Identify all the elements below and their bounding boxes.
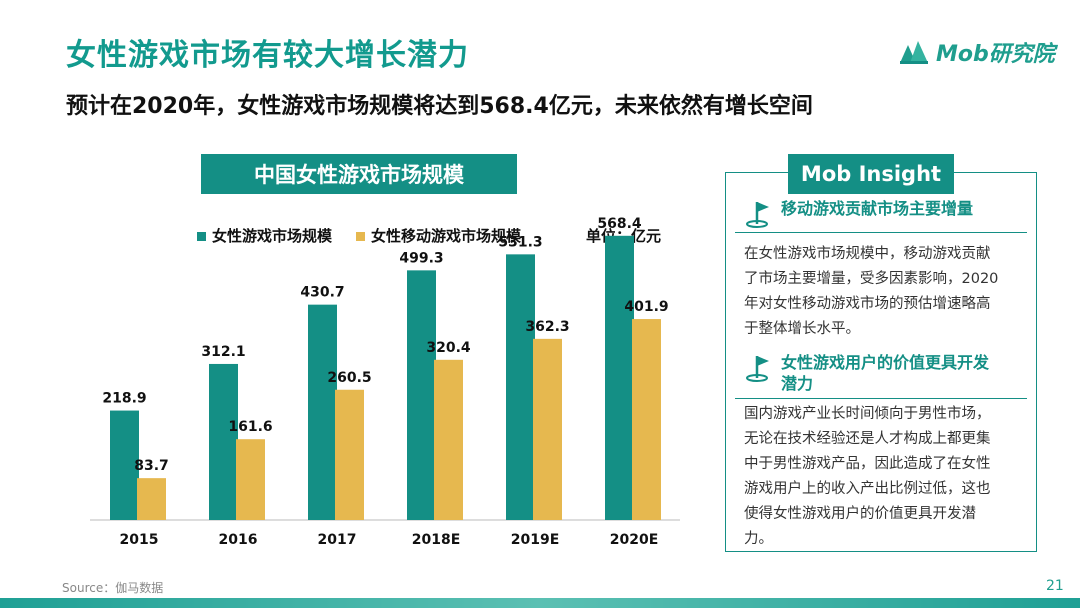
bar xyxy=(335,389,364,520)
data-label: 260.5 xyxy=(327,370,371,386)
bar xyxy=(137,478,166,520)
bottom-accent-bar xyxy=(0,598,1080,608)
legend-swatch xyxy=(197,232,206,241)
x-tick-label: 2017 xyxy=(318,532,357,548)
source-note: Source：伽马数据 xyxy=(62,581,164,595)
logo: Mob研究院 xyxy=(898,34,1055,70)
insight-section-1-body: 在女性游戏市场规模中，移动游戏贡献了市场主要增量，受多因素影响，2020年对女性… xyxy=(744,246,999,337)
data-label: 568.4 xyxy=(597,216,642,232)
x-tick-label: 2020E xyxy=(610,532,659,548)
bar xyxy=(533,338,562,520)
page-title: 女性游戏市场有较大增长潜力 xyxy=(66,38,469,73)
data-label: 401.9 xyxy=(624,299,668,315)
golf-flag-icon xyxy=(746,356,769,382)
insight-section-2-body: 国内游戏产业长时间倾向于男性市场，无论在技术经验还是人才构成上都更集中于男性游戏… xyxy=(744,406,991,547)
bar xyxy=(308,304,337,520)
bar xyxy=(632,319,661,520)
data-label: 430.7 xyxy=(300,285,344,301)
bar xyxy=(407,270,436,520)
data-label: 362.3 xyxy=(525,319,569,335)
x-tick-label: 2018E xyxy=(412,532,461,548)
insight-section-1-title: 移动游戏贡献市场主要增量 xyxy=(781,199,974,218)
golf-flag-icon xyxy=(746,202,769,228)
insight-section-2-title: 女性游戏用户的价值更具开发潜力 xyxy=(781,353,990,393)
page-number: 21 xyxy=(1046,578,1064,594)
insight-section-1-heading: 移动游戏贡献市场主要增量 xyxy=(745,198,999,228)
x-tick-label: 2016 xyxy=(219,532,258,548)
data-label: 218.9 xyxy=(102,391,146,407)
chart-title: 中国女性游戏市场规模 xyxy=(201,154,517,194)
legend-label: 女性游戏市场规模 xyxy=(212,227,333,245)
insight-divider-1 xyxy=(735,232,1027,233)
bar xyxy=(236,439,265,520)
bar xyxy=(434,359,463,520)
data-label: 320.4 xyxy=(426,340,471,356)
data-label: 83.7 xyxy=(134,458,169,474)
mob-logo-icon xyxy=(900,41,928,64)
bar xyxy=(110,410,139,520)
data-label: 531.3 xyxy=(498,234,542,250)
legend-label: 女性移动游戏市场规模 xyxy=(371,227,522,245)
bar-chart: 女性游戏市场规模女性移动游戏市场规模单位：亿元218.983.72015312.… xyxy=(90,216,680,548)
data-label: 312.1 xyxy=(201,344,245,360)
bar xyxy=(605,235,634,521)
data-label: 161.6 xyxy=(228,419,272,435)
x-tick-label: 2019E xyxy=(511,532,560,548)
data-label: 499.3 xyxy=(399,250,443,266)
legend-swatch xyxy=(356,232,365,241)
insight-section-2-heading: 女性游戏用户的价值更具开发潜力 xyxy=(745,352,999,394)
insight-divider-2 xyxy=(735,398,1027,399)
insight-header: Mob Insight xyxy=(788,154,954,194)
page-subtitle: 预计在2020年，女性游戏市场规模将达到568.4亿元，未来依然有增长空间 xyxy=(66,94,813,119)
x-tick-label: 2015 xyxy=(120,532,159,548)
logo-text: Mob研究院 xyxy=(936,42,1055,67)
bar xyxy=(506,254,535,520)
bar xyxy=(209,363,238,520)
